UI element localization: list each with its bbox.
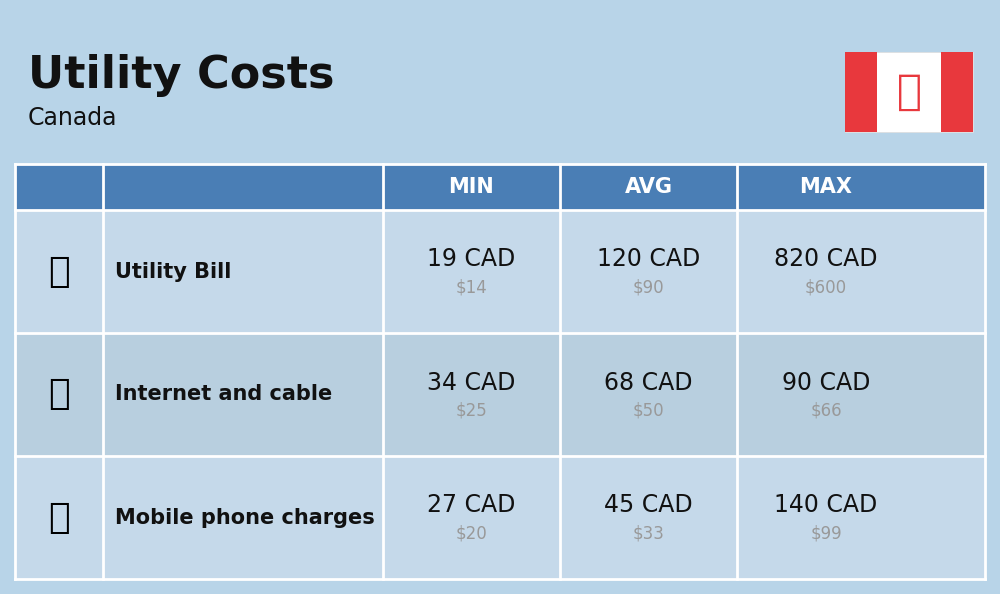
Text: $20: $20 <box>456 525 487 542</box>
Text: $66: $66 <box>810 402 842 419</box>
Text: Canada: Canada <box>28 106 118 130</box>
Text: 📶: 📶 <box>48 378 70 412</box>
Text: Utility Bill: Utility Bill <box>115 261 231 282</box>
Text: Utility Costs: Utility Costs <box>28 54 334 97</box>
Text: 34 CAD: 34 CAD <box>427 371 516 394</box>
Text: 140 CAD: 140 CAD <box>774 494 878 517</box>
Bar <box>15 210 985 333</box>
Text: 68 CAD: 68 CAD <box>604 371 693 394</box>
Text: 🔧: 🔧 <box>48 254 70 289</box>
Text: $50: $50 <box>633 402 664 419</box>
Text: $14: $14 <box>456 279 487 296</box>
Bar <box>15 164 985 210</box>
Bar <box>845 52 973 132</box>
Text: $25: $25 <box>456 402 487 419</box>
Text: 27 CAD: 27 CAD <box>427 494 516 517</box>
Text: 820 CAD: 820 CAD <box>774 248 878 271</box>
Bar <box>941 52 973 132</box>
Text: 90 CAD: 90 CAD <box>782 371 870 394</box>
Text: 120 CAD: 120 CAD <box>597 248 700 271</box>
Text: $90: $90 <box>633 279 664 296</box>
Text: 45 CAD: 45 CAD <box>604 494 693 517</box>
Text: 🍁: 🍁 <box>896 71 922 113</box>
Text: Internet and cable: Internet and cable <box>115 384 332 405</box>
Bar <box>845 52 877 132</box>
Text: $33: $33 <box>633 525 664 542</box>
Text: MIN: MIN <box>449 177 494 197</box>
Text: $600: $600 <box>805 279 847 296</box>
Text: 19 CAD: 19 CAD <box>427 248 516 271</box>
Bar <box>15 333 985 456</box>
Text: $99: $99 <box>810 525 842 542</box>
Text: Mobile phone charges: Mobile phone charges <box>115 507 375 527</box>
Text: 📱: 📱 <box>48 501 70 535</box>
Text: AVG: AVG <box>624 177 672 197</box>
Bar <box>15 456 985 579</box>
Text: MAX: MAX <box>800 177 852 197</box>
